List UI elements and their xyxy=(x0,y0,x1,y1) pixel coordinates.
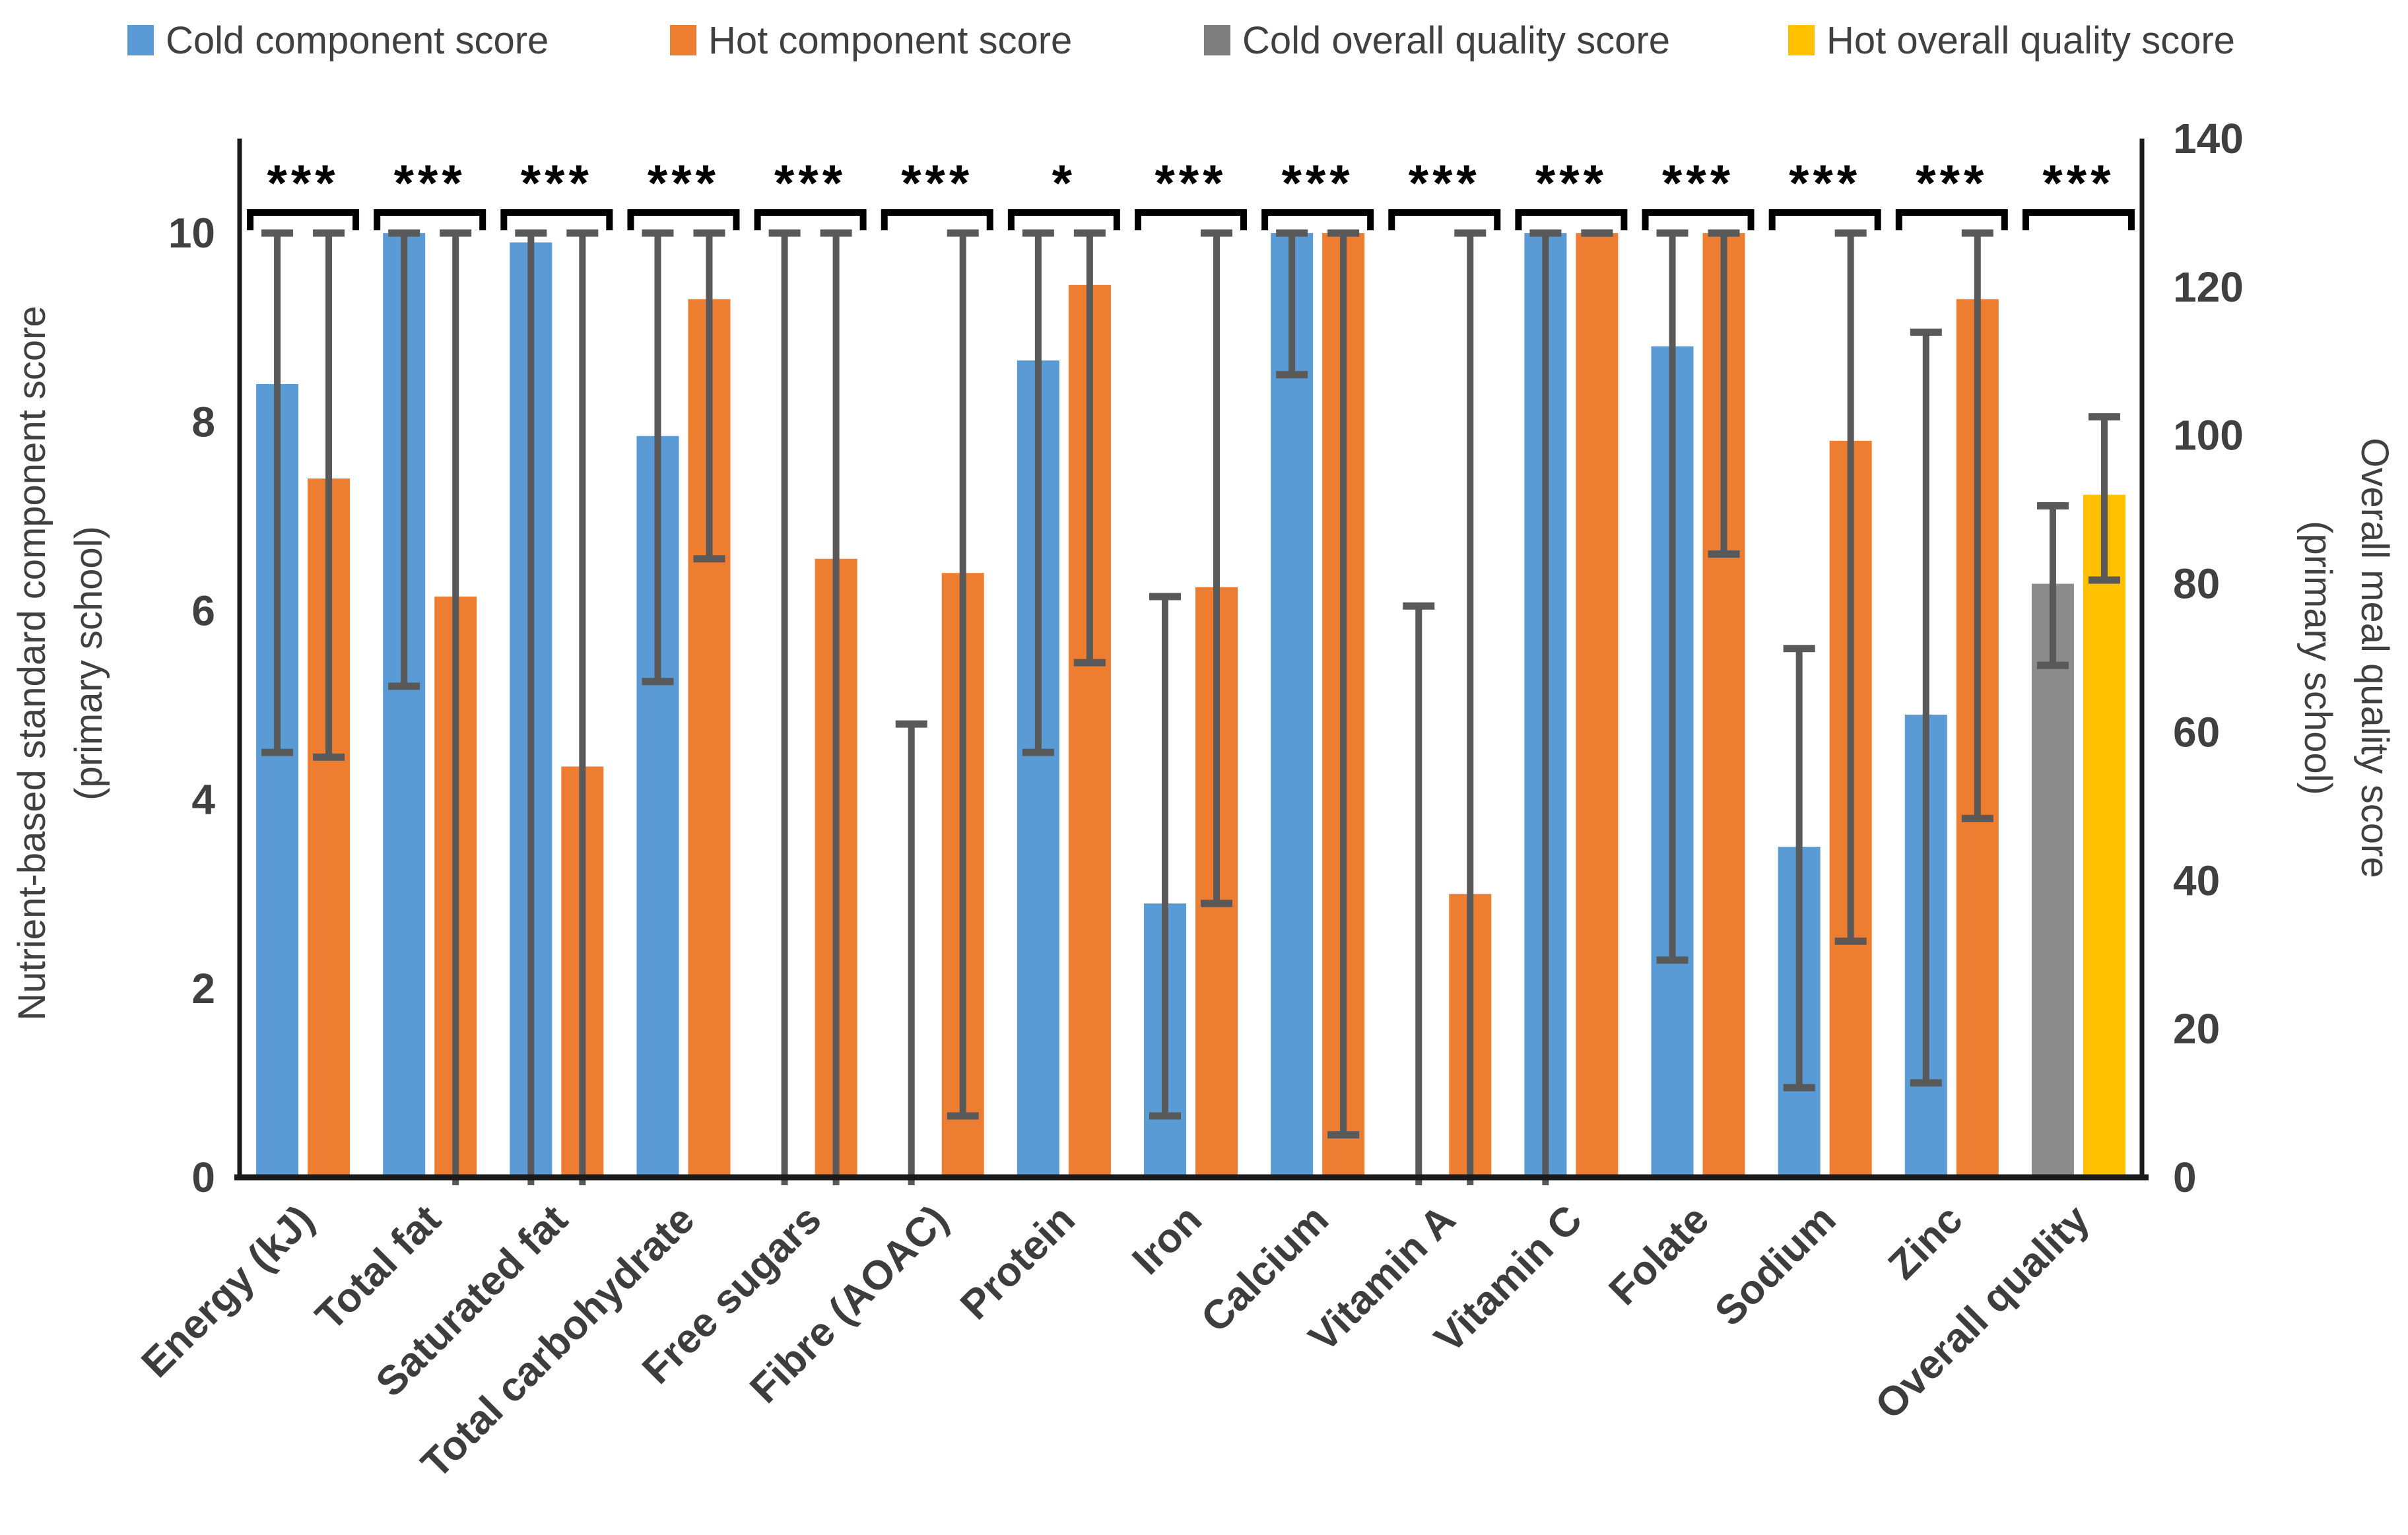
legend-swatch-icon xyxy=(1204,25,1230,55)
significance-bracket-calcium xyxy=(1261,209,1374,230)
significance-stars-total-carbohydrate: *** xyxy=(648,154,719,212)
right-axis-tick-label: 0 xyxy=(2173,1154,2197,1201)
significance-bracket-protein xyxy=(1007,209,1120,230)
significance-bracket-total-fat xyxy=(374,209,486,230)
significance-stars-vitamin-a: *** xyxy=(1409,154,1481,212)
left-axis-tick-label: 10 xyxy=(168,209,215,257)
right-axis-tick-label: 80 xyxy=(2173,560,2220,608)
significance-bracket-free-sugars xyxy=(754,209,867,230)
x-axis-category-label-overall-quality: Overall quality xyxy=(1867,1196,2098,1428)
significance-bracket-total-carbohydrate xyxy=(627,209,740,230)
significance-stars-sodium: *** xyxy=(1789,154,1861,212)
right-axis-tick-label: 100 xyxy=(2173,412,2244,459)
significance-bracket-vitamin-a xyxy=(1388,209,1501,230)
significance-bracket-vitamin-c xyxy=(1515,209,1628,230)
legend-item-hot-component-score: Hot component score xyxy=(670,17,1072,63)
significance-stars-total-fat: *** xyxy=(394,154,466,212)
significance-bracket-sodium xyxy=(1768,209,1881,230)
significance-bracket-iron xyxy=(1135,209,1247,230)
left-axis-tick-label: 0 xyxy=(191,1154,215,1201)
significance-stars-saturated-fat: *** xyxy=(521,154,593,212)
significance-bracket-fibre-aoac xyxy=(881,209,993,230)
significance-bracket-saturated-fat xyxy=(500,209,613,230)
significance-stars-folate: *** xyxy=(1662,154,1734,212)
significance-stars-overall-quality: *** xyxy=(2042,154,2114,212)
left-axis-tick-label: 2 xyxy=(191,965,215,1012)
x-axis-category-label-protein: Protein xyxy=(952,1196,1084,1328)
significance-stars-iron: *** xyxy=(1154,154,1226,212)
legend-item-hot-overall-quality-score: Hot overall quality score xyxy=(1788,17,2235,63)
significance-stars-energy-kj: *** xyxy=(267,154,339,212)
significance-stars-fibre-aoac: *** xyxy=(901,154,973,212)
left-axis-tick-label: 4 xyxy=(191,776,215,824)
significance-stars-vitamin-c: *** xyxy=(1535,154,1607,212)
legend-label: Hot overall quality score xyxy=(1826,18,2235,62)
left-axis-tick-label: 8 xyxy=(191,398,215,445)
right-axis-tick-label: 120 xyxy=(2173,263,2244,311)
bar-cold-calcium xyxy=(1271,233,1314,1177)
right-axis-tick-label: 140 xyxy=(2173,115,2244,162)
legend-label: Cold component score xyxy=(166,18,549,62)
significance-bracket-zinc xyxy=(1895,209,2008,230)
x-axis-category-label-sodium: Sodium xyxy=(1706,1196,1845,1335)
x-axis-category-label-iron: Iron xyxy=(1123,1196,1211,1284)
right-axis-tick-label: 40 xyxy=(2173,857,2220,904)
bar-cold-overall-quality xyxy=(2031,583,2074,1177)
x-axis-category-label-energy-kj: Energy (kJ) xyxy=(133,1196,323,1387)
legend-label: Cold overall quality score xyxy=(1242,18,1670,62)
right-axis-tick-label: 60 xyxy=(2173,708,2220,756)
legend-item-cold-overall-quality-score: Cold overall quality score xyxy=(1204,17,1670,63)
legend-swatch-icon xyxy=(670,25,696,55)
significance-stars-protein: * xyxy=(1052,154,1076,212)
left-axis-tick-label: 6 xyxy=(191,587,215,634)
legend-item-cold-component-score: Cold component score xyxy=(127,17,549,63)
significance-stars-free-sugars: *** xyxy=(774,154,846,212)
significance-stars-calcium: *** xyxy=(1282,154,1354,212)
significance-bracket-folate xyxy=(1642,209,1755,230)
legend-swatch-icon xyxy=(127,25,154,55)
bar-hot-overall-quality xyxy=(2083,494,2125,1177)
legend-label: Hot component score xyxy=(708,18,1073,62)
x-axis-category-label-zinc: Zinc xyxy=(1880,1196,1972,1288)
significance-bracket-overall-quality xyxy=(2022,209,2135,230)
bar-hot-vitamin-c xyxy=(1576,233,1619,1177)
x-axis-category-label-folate: Folate xyxy=(1601,1196,1718,1314)
significance-stars-zinc: *** xyxy=(1916,154,1988,212)
legend-swatch-icon xyxy=(1788,25,1815,55)
significance-bracket-energy-kj xyxy=(247,209,360,230)
right-axis-tick-label: 20 xyxy=(2173,1005,2220,1053)
